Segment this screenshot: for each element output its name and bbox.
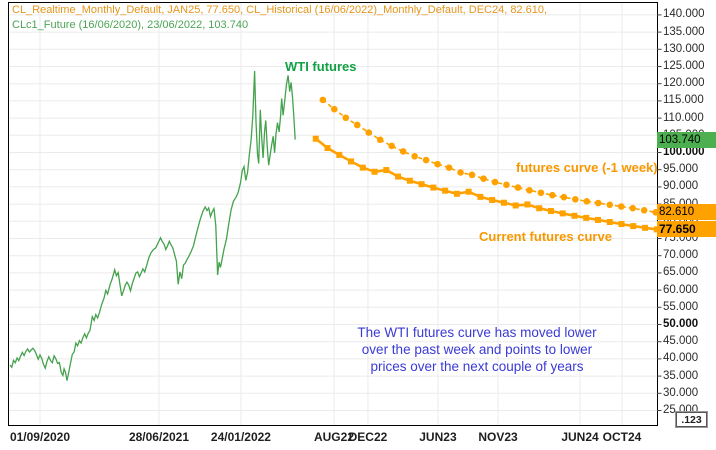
current-futures-curve[interactable]: [312, 135, 660, 233]
x-axis-label: OCT24: [602, 430, 642, 444]
x-axis-label: AUG22: [313, 430, 354, 444]
y-axis-label: 70.000: [663, 249, 699, 262]
y-axis-label: 40.000: [663, 352, 699, 365]
wti-futures-label: WTI futures: [285, 59, 357, 74]
current-curve-label: Current futures curve: [479, 229, 612, 244]
note-line-2: over the past week and points to lower: [361, 342, 593, 357]
legend-futures-series[interactable]: CL_Realtime_Monthly_Default, JAN25, 77.6…: [12, 4, 548, 16]
x-axis-label: JUN24: [561, 430, 599, 444]
prev-futures-curve[interactable]: [319, 96, 659, 216]
y-axis-label: 45.000: [663, 335, 699, 348]
x-axis-label: 24/01/2022: [210, 430, 271, 444]
y-axis-label: 115.000: [663, 94, 704, 107]
y-axis-label: 95.000: [663, 163, 699, 176]
y-axis-label: 140.000: [663, 8, 705, 21]
annotation-note: The WTI futures curve has moved lower ov…: [336, 324, 618, 375]
y-axis-label: 35.000: [663, 369, 699, 382]
y-axis-label: 65.000: [663, 266, 699, 279]
prev-curve-price-label: 82.610: [657, 204, 716, 221]
x-axis-label: DEC22: [348, 430, 388, 444]
gridlines: [8, 2, 657, 425]
y-axis-label: 130.000: [663, 42, 705, 55]
chart-legend: CL_Realtime_Monthly_Default, JAN25, 77.6…: [12, 3, 547, 33]
y-axis-label: 50.000: [663, 318, 699, 330]
current-curve-price-label: 77.650: [657, 221, 716, 238]
last-price-label: 103.740: [657, 131, 716, 148]
x-axis-label: 28/06/2021: [128, 430, 190, 444]
y-axis-label: 60.000: [663, 283, 699, 296]
decimal-places-button[interactable]: .123: [675, 411, 708, 428]
wti-history-line[interactable]: [9, 70, 296, 381]
legend-history-series[interactable]: CLc1_Future (16/06/2020), 23/06/2022, 10…: [12, 19, 249, 31]
x-axis-label: NOV23: [478, 430, 518, 444]
y-axis-label: 110.000: [663, 111, 704, 124]
y-axis-label: 120.000: [663, 77, 705, 90]
prev-curve-label: futures curve (-1 week): [516, 160, 658, 175]
y-axis-label: 55.000: [663, 300, 699, 313]
y-axis-label: 30.000: [663, 386, 699, 399]
x-axis-label: 01/09/2020: [9, 430, 71, 444]
y-axis-label: 90.000: [663, 180, 699, 193]
note-line-3: prices over the next couple of years: [370, 359, 584, 374]
note-line-1: The WTI futures curve has moved lower: [357, 325, 597, 340]
y-axis-label: 135.000: [663, 25, 705, 38]
y-axis-label: 100.000: [663, 146, 705, 158]
y-axis-label: 125.000: [663, 60, 705, 72]
x-axis-label: JUN23: [419, 430, 457, 444]
